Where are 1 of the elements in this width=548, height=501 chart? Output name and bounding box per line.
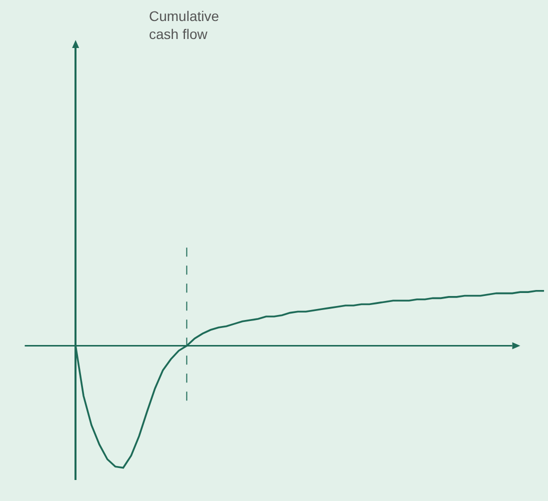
text: Cumulative cash flow xyxy=(149,8,220,42)
